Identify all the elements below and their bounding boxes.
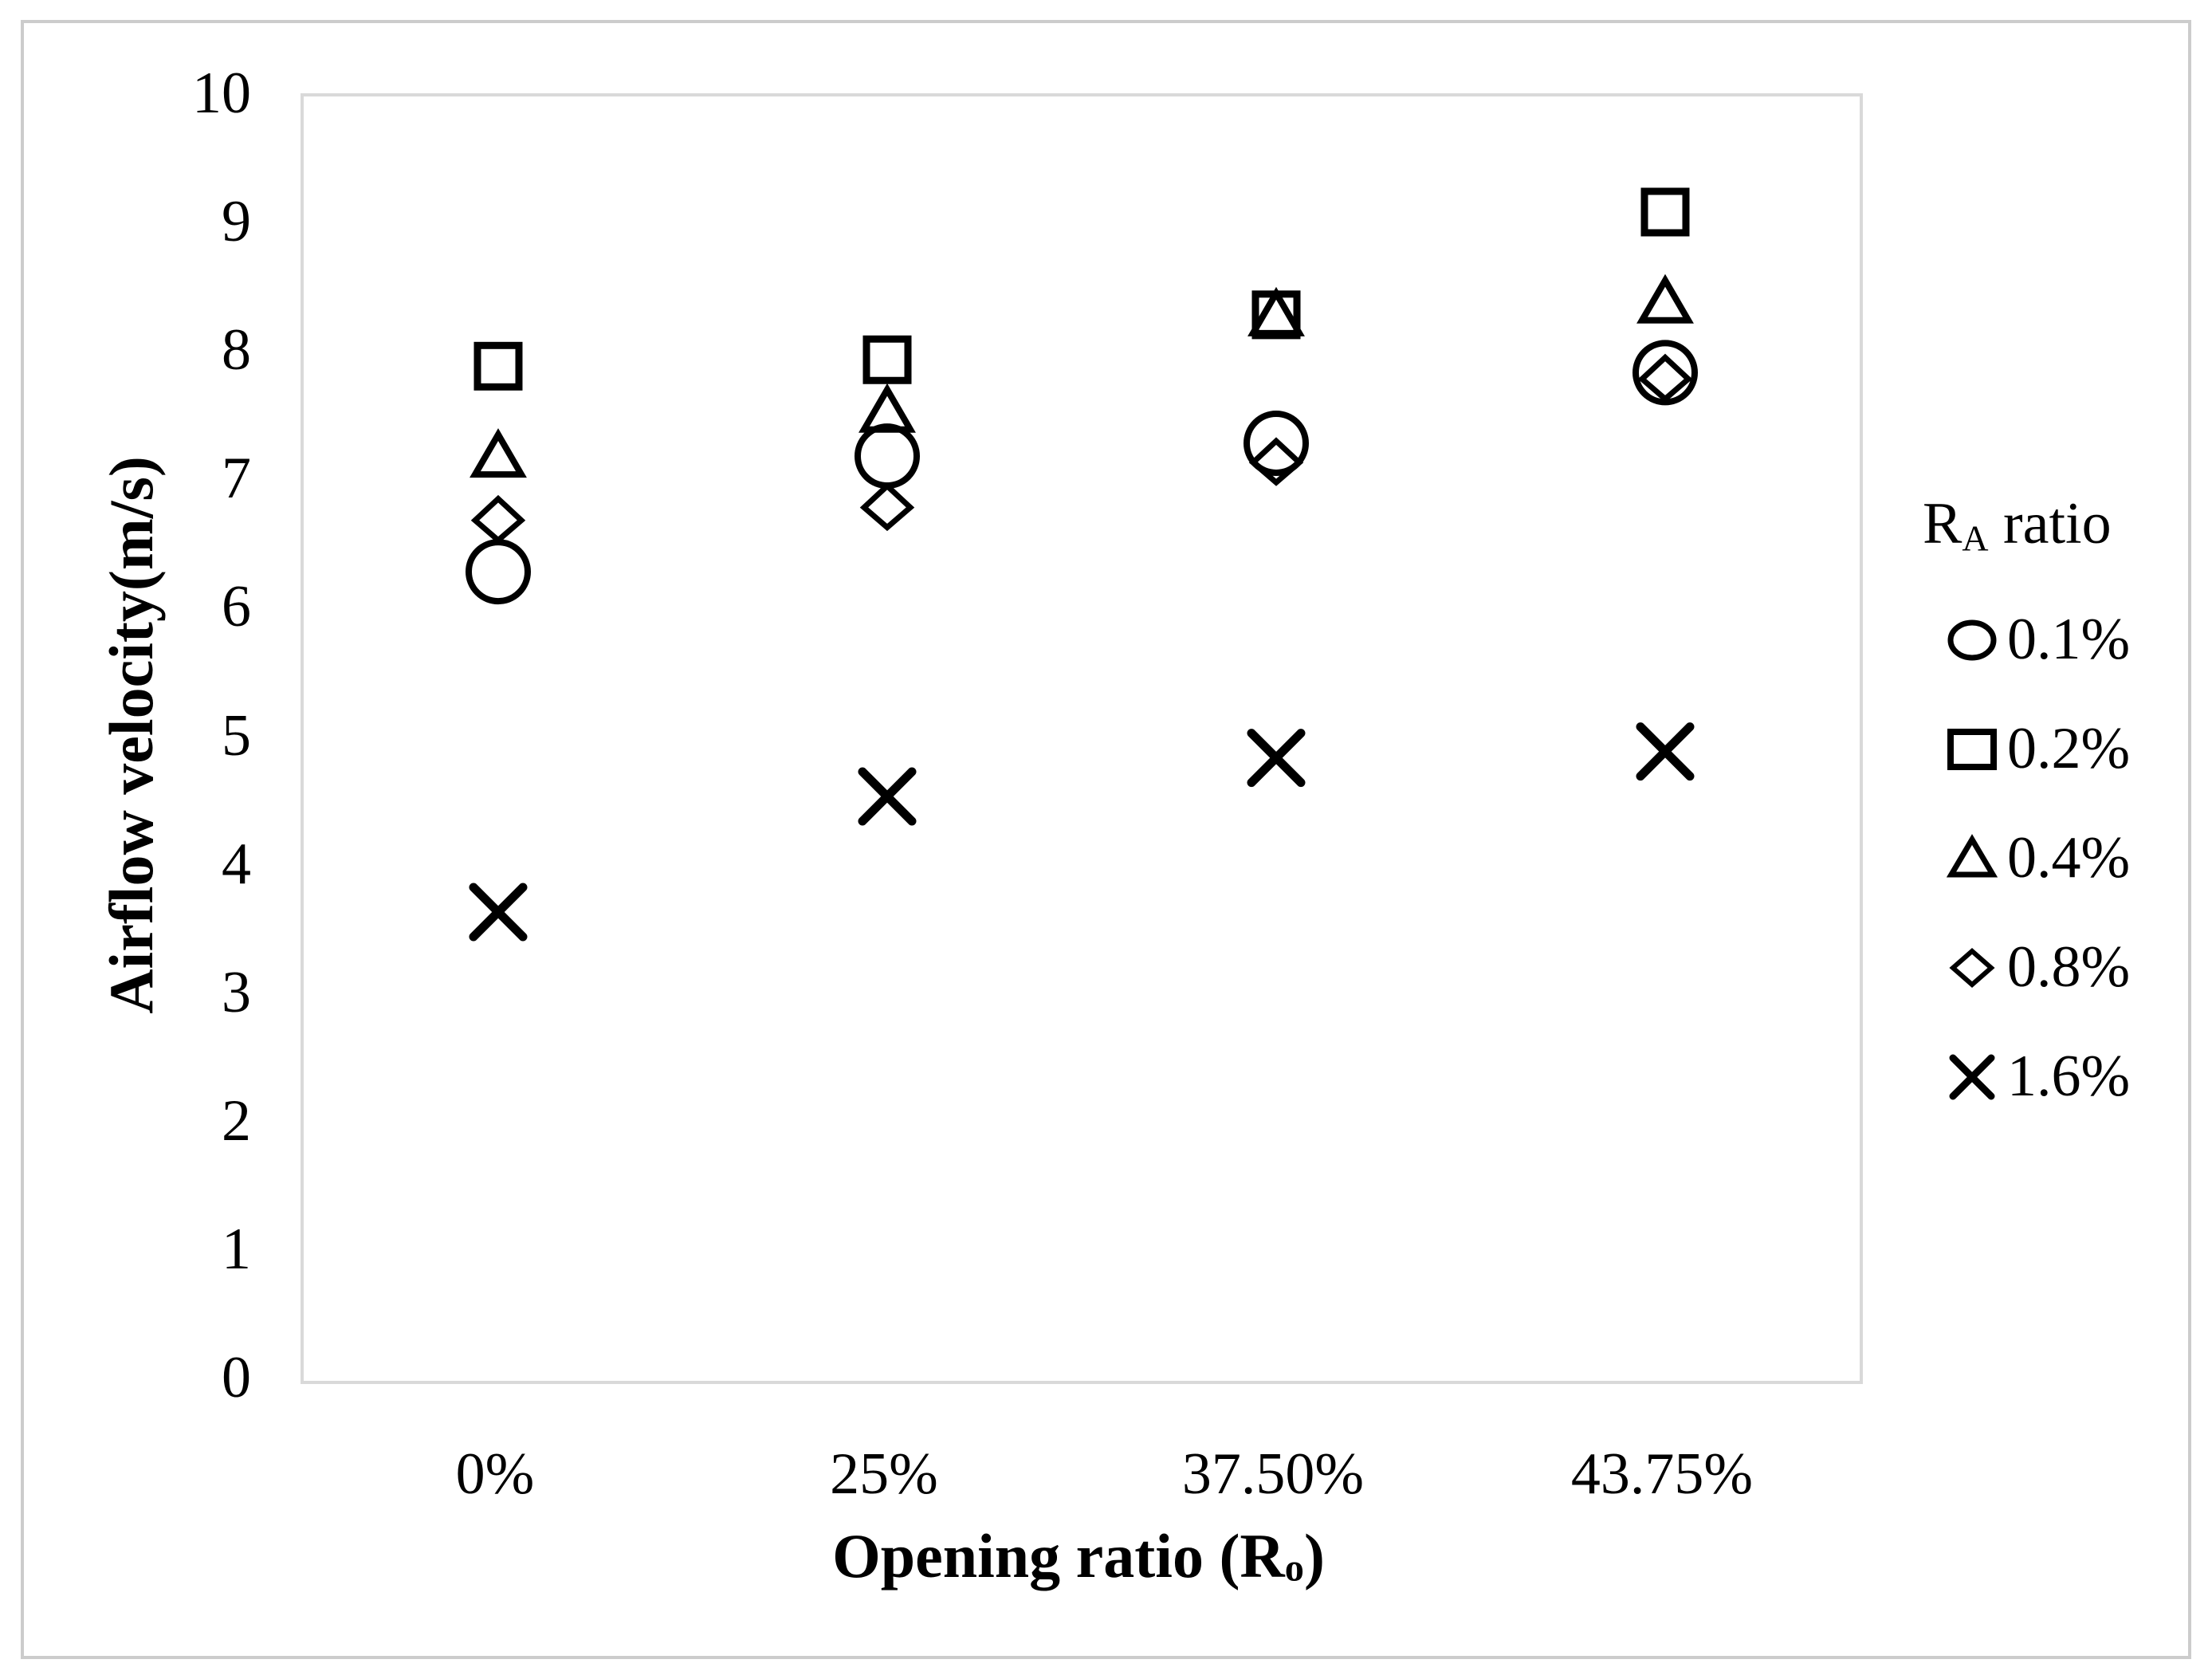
data-point-x-0% [469, 883, 528, 942]
y-tick-label: 4 [222, 831, 251, 897]
data-point-triangle-25% [858, 383, 916, 433]
x-tick-label: 37.50% [1181, 1441, 1365, 1507]
legend-item-1.6%: 1.6% [1915, 1022, 2130, 1131]
data-point-triangle-37.50% [1247, 286, 1305, 336]
series-0.8% [470, 353, 1693, 545]
x-axis-title-close: ) [1303, 1521, 1325, 1591]
data-point-x-25% [858, 767, 917, 826]
y-tick-label: 5 [222, 702, 251, 769]
data-point-square-0% [473, 341, 523, 391]
legend-item-0.8%: 0.8% [1915, 913, 2130, 1022]
legend-square-icon [1947, 728, 1997, 770]
x-tick-label: 43.75% [1570, 1441, 1754, 1507]
series-1.6% [469, 722, 1695, 942]
x-tick-label: 25% [830, 1441, 938, 1507]
legend-title-subscript: A [1962, 517, 1989, 559]
legend-x-icon [1949, 1054, 1995, 1100]
y-tick-label: 0 [222, 1345, 251, 1410]
y-tick-label: 3 [222, 959, 251, 1025]
data-point-circle-43.75% [1632, 340, 1698, 406]
y-tick-label: 2 [222, 1087, 251, 1154]
legend-item-0.1%: 0.1% [1915, 585, 2130, 694]
legend-label: 0.1% [2007, 607, 2131, 673]
series-0.1% [466, 340, 1698, 605]
data-point-circle-25% [855, 423, 920, 490]
legend-circle-icon [1947, 619, 1997, 661]
y-tick-label: 9 [222, 189, 251, 255]
data-point-diamond-0% [470, 494, 526, 545]
y-tick-label: 10 [192, 61, 251, 126]
data-point-x-43.75% [1636, 722, 1695, 781]
scatter-plot [466, 187, 1698, 942]
legend-item-0.2%: 0.2% [1915, 694, 2130, 804]
legend-label: 0.8% [2007, 934, 2131, 1001]
legend-label: 0.2% [2007, 716, 2131, 782]
data-point-diamond-37.50% [1248, 437, 1304, 486]
data-point-triangle-0% [470, 428, 527, 478]
legend-item-0.4%: 0.4% [1915, 804, 2130, 913]
legend-items: 0.1% 0.2% 0.4% 0.8% 1.6% [1915, 585, 2130, 1131]
data-point-circle-37.50% [1244, 410, 1309, 476]
y-tick-label: 1 [222, 1216, 251, 1282]
y-tick-label: 8 [222, 317, 251, 383]
legend-title-end: ratio [1988, 491, 2112, 556]
data-point-diamond-43.75% [1637, 353, 1693, 403]
data-point-square-43.75% [1640, 187, 1690, 237]
legend-label: 0.4% [2007, 825, 2131, 891]
legend-diamond-icon [1949, 947, 1995, 988]
data-point-triangle-43.75% [1636, 273, 1694, 324]
data-point-circle-0% [466, 539, 531, 605]
data-point-x-37.50% [1247, 729, 1306, 788]
x-axis-title-text: Opening ratio (R [832, 1521, 1285, 1591]
y-tick-label: 6 [222, 574, 251, 640]
series-0.2% [473, 187, 1690, 391]
data-point-square-25% [862, 335, 912, 384]
plot-area [301, 93, 1863, 1384]
x-axis-title: Opening ratio (Ro) [832, 1520, 1325, 1592]
legend-label: 1.6% [2007, 1044, 2131, 1110]
data-point-diamond-25% [859, 482, 915, 532]
series-0.4% [470, 273, 1694, 478]
legend: RA ratio 0.1% 0.2% 0.4% 0.8% 1.6% [1915, 477, 2130, 1131]
y-tick-label: 7 [222, 446, 251, 512]
legend-title: RA ratio [1923, 477, 2130, 585]
x-tick-label: 0% [455, 1441, 535, 1507]
legend-title-text: R [1923, 491, 1963, 556]
x-axis-title-subscript: o [1284, 1547, 1304, 1590]
legend-triangle-icon [1946, 834, 1998, 878]
